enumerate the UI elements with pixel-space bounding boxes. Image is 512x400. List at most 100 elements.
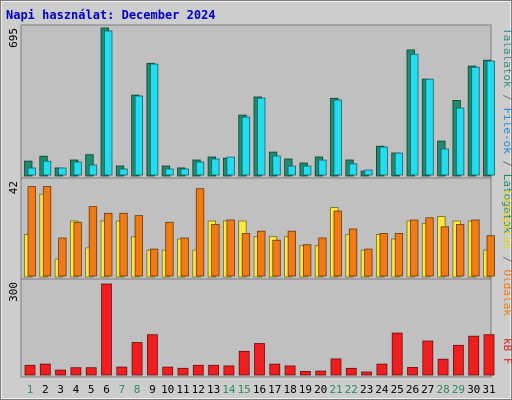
bar-files-day-7 — [119, 168, 128, 176]
bar-pages-day-8 — [134, 215, 144, 277]
bar-kbytes-day-28 — [437, 358, 449, 376]
bar-files-day-8 — [134, 95, 144, 176]
bar-files-day-13 — [211, 158, 220, 176]
bar-files-day-23 — [364, 169, 373, 176]
bar-kbytes-day-14 — [223, 365, 235, 376]
bar-pages-day-18 — [287, 230, 297, 277]
bar-files-day-26 — [410, 53, 419, 176]
bar-files-day-31 — [486, 60, 495, 176]
bar-kbytes-day-6 — [101, 283, 112, 376]
bar-pages-day-15 — [241, 233, 251, 277]
x-tick-label-day-7: 7 — [118, 383, 125, 396]
bar-files-day-14 — [226, 156, 235, 176]
bar-files-day-30 — [471, 66, 480, 176]
x-tick-label-day-14: 14 — [222, 383, 236, 396]
bar-pages-day-28 — [440, 226, 450, 277]
bar-kbytes-day-21 — [330, 358, 342, 376]
bar-files-day-12 — [195, 161, 205, 176]
bar-kbytes-day-26 — [407, 366, 418, 376]
bar-pages-day-5 — [88, 206, 98, 277]
bar-pages-day-12 — [195, 188, 205, 277]
bar-pages-day-17 — [272, 239, 281, 277]
x-tick-label-day-25: 25 — [391, 383, 404, 396]
label-visitors: Látogatók — [501, 174, 512, 234]
bar-files-day-5 — [88, 164, 98, 176]
ymax-label-visitors: 695 — [7, 28, 20, 48]
bar-pages-day-13 — [211, 224, 220, 277]
bar-files-day-21 — [333, 99, 342, 176]
bar-files-day-10 — [165, 168, 174, 176]
x-tick-label-day-30: 30 — [467, 383, 480, 396]
bar-files-day-24 — [379, 146, 388, 176]
bar-kbytes-day-8 — [131, 342, 143, 376]
bar-kbytes-day-18 — [284, 365, 296, 376]
bar-kbytes-day-2 — [39, 363, 51, 376]
x-tick-label-day-22: 22 — [345, 383, 358, 396]
bar-kbytes-day-29 — [452, 344, 464, 376]
x-tick-label-day-2: 2 — [42, 383, 49, 396]
bar-pages-day-22 — [348, 228, 358, 277]
x-tick-label-day-13: 13 — [207, 383, 220, 396]
bar-kbytes-day-27 — [422, 340, 434, 376]
bar-pages-day-20 — [318, 237, 327, 277]
bar-kbytes-day-1 — [24, 364, 36, 376]
label-hits: Találatok — [501, 28, 512, 88]
bar-files-day-22 — [348, 163, 358, 176]
x-tick-label-day-26: 26 — [406, 383, 419, 396]
label-pages: Oldalak — [501, 269, 512, 316]
x-tick-label-day-11: 11 — [176, 383, 189, 396]
x-tick-label-day-27: 27 — [421, 383, 434, 396]
bar-files-day-18 — [287, 165, 297, 176]
bar-pages-day-16 — [257, 230, 266, 277]
bar-kbytes-day-25 — [391, 332, 403, 376]
bar-pages-day-11 — [180, 237, 189, 277]
x-tick-label-day-6: 6 — [103, 383, 110, 396]
bar-kbytes-day-22 — [345, 367, 357, 376]
bar-kbytes-day-11 — [177, 367, 189, 376]
x-tick-label-day-4: 4 — [73, 383, 80, 396]
x-tick-label-day-1: 1 — [27, 383, 34, 396]
bar-kbytes-day-5 — [85, 367, 97, 376]
bar-kbytes-day-16 — [254, 343, 265, 376]
label-files: File-ok — [501, 107, 512, 154]
bar-pages-day-1 — [27, 186, 36, 277]
bar-files-day-1 — [27, 167, 36, 176]
label-visits: Látogatás — [501, 190, 512, 250]
ymax-label-kbytes: 300 — [7, 282, 20, 302]
bar-pages-day-23 — [364, 248, 373, 277]
bar-kbytes-day-19 — [299, 370, 311, 376]
bar-pages-day-14 — [226, 219, 235, 277]
bar-files-day-15 — [241, 116, 251, 176]
x-tick-label-day-10: 10 — [161, 383, 174, 396]
bar-files-day-25 — [394, 152, 404, 176]
bar-pages-day-27 — [425, 217, 434, 277]
x-tick-label-day-3: 3 — [57, 383, 64, 396]
bar-kbytes-day-13 — [208, 364, 220, 376]
x-tick-label-day-24: 24 — [375, 383, 389, 396]
bar-files-day-6 — [104, 30, 113, 176]
bars-kbytes — [24, 283, 495, 376]
bar-files-day-9 — [149, 63, 159, 176]
bar-kbytes-day-15 — [238, 350, 250, 376]
bar-files-day-4 — [73, 161, 82, 176]
bar-files-day-17 — [272, 155, 281, 176]
bar-pages-day-29 — [455, 224, 465, 277]
x-tick-label-day-20: 20 — [314, 383, 327, 396]
bar-files-day-29 — [455, 107, 465, 176]
x-tick-label-day-18: 18 — [283, 383, 296, 396]
ymax-label-pages: 42 — [7, 181, 20, 194]
bar-files-day-2 — [42, 160, 52, 176]
bar-pages-day-25 — [394, 233, 404, 277]
x-tick-label-day-17: 17 — [268, 383, 281, 396]
series-label-visitors-panel: Találatok / File-ok / Látogatók — [501, 28, 512, 234]
bar-pages-day-30 — [471, 219, 480, 277]
x-tick-label-day-19: 19 — [299, 383, 312, 396]
x-axis-tick-labels: 1 2 3 4 5 6 7 8 9 10 11 12 13 14 15 16 17 18 19 20 21 22 23 24 2… — [27, 383, 496, 396]
chart-title: Napi használat: December 2024 — [6, 8, 216, 22]
x-tick-label-day-12: 12 — [192, 383, 205, 396]
bar-files-day-27 — [425, 78, 434, 176]
bar-pages-day-19 — [302, 244, 312, 277]
bar-kbytes-day-30 — [468, 335, 480, 376]
bars-pages — [24, 186, 495, 278]
bar-pages-day-26 — [410, 219, 419, 277]
